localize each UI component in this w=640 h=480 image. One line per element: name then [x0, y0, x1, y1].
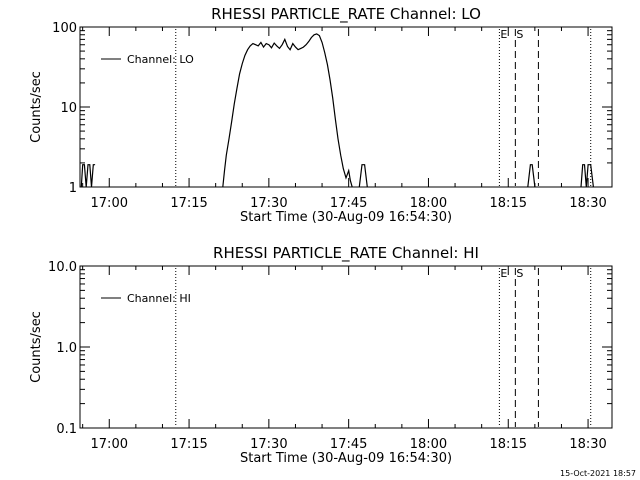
event-marker-label: S: [516, 28, 523, 41]
y-axis-label: Counts/sec: [29, 71, 44, 143]
series-line: [80, 164, 96, 187]
y-tick-label: 10.0: [48, 260, 77, 275]
event-marker-label: E: [500, 267, 507, 280]
x-tick-label: 17:15: [170, 437, 207, 452]
legend-label: Channel: LO: [127, 53, 194, 66]
chart-title: RHESSI PARTICLE_RATE Channel: HI: [213, 244, 479, 263]
chart-panel-1: RHESSI PARTICLE_RATE Channel: LO 17:00 17:…: [29, 5, 613, 225]
x-tick-label: 17:00: [91, 196, 128, 211]
series-line: [580, 164, 594, 187]
event-marker-label: E: [500, 28, 507, 41]
x-tick-label: 17:30: [250, 437, 287, 452]
x-tick-label: 17:30: [250, 196, 287, 211]
y-tick-label: 1: [69, 181, 77, 196]
x-tick-label: 18:00: [410, 437, 447, 452]
chart-title: RHESSI PARTICLE_RATE Channel: LO: [211, 5, 481, 24]
series-line: [222, 33, 353, 187]
x-tick-label: 18:30: [569, 196, 606, 211]
y-tick-label: 1.0: [56, 341, 77, 356]
series-line: [358, 164, 368, 187]
x-axis-label: Start Time (30-Aug-09 16:54:30): [240, 451, 452, 466]
legend-label: Channel: HI: [127, 292, 191, 305]
x-tick-label: 17:00: [91, 437, 128, 452]
series-line: [527, 164, 536, 187]
plot-frame: [79, 265, 613, 429]
x-tick-label: 17:45: [330, 437, 367, 452]
x-tick-label: 17:45: [330, 196, 367, 211]
y-tick-label: 100: [52, 21, 77, 36]
chart-panel-2: RHESSI PARTICLE_RATE Channel: HI 17:00 17:…: [29, 244, 613, 466]
x-tick-label: 17:15: [170, 196, 207, 211]
x-tick-label: 18:15: [490, 437, 527, 452]
x-tick-label: 18:00: [410, 196, 447, 211]
y-tick-label: 0.1: [56, 422, 77, 437]
plot-frame: [79, 26, 613, 188]
event-marker-label: S: [516, 267, 523, 280]
timestamp-footer: 15-Oct-2021 18:57: [560, 469, 636, 478]
y-tick-label: 10: [60, 101, 77, 116]
x-tick-label: 18:30: [569, 437, 606, 452]
x-tick-label: 18:15: [490, 196, 527, 211]
x-axis-label: Start Time (30-Aug-09 16:54:30): [240, 210, 452, 225]
y-axis-label: Counts/sec: [29, 311, 44, 383]
